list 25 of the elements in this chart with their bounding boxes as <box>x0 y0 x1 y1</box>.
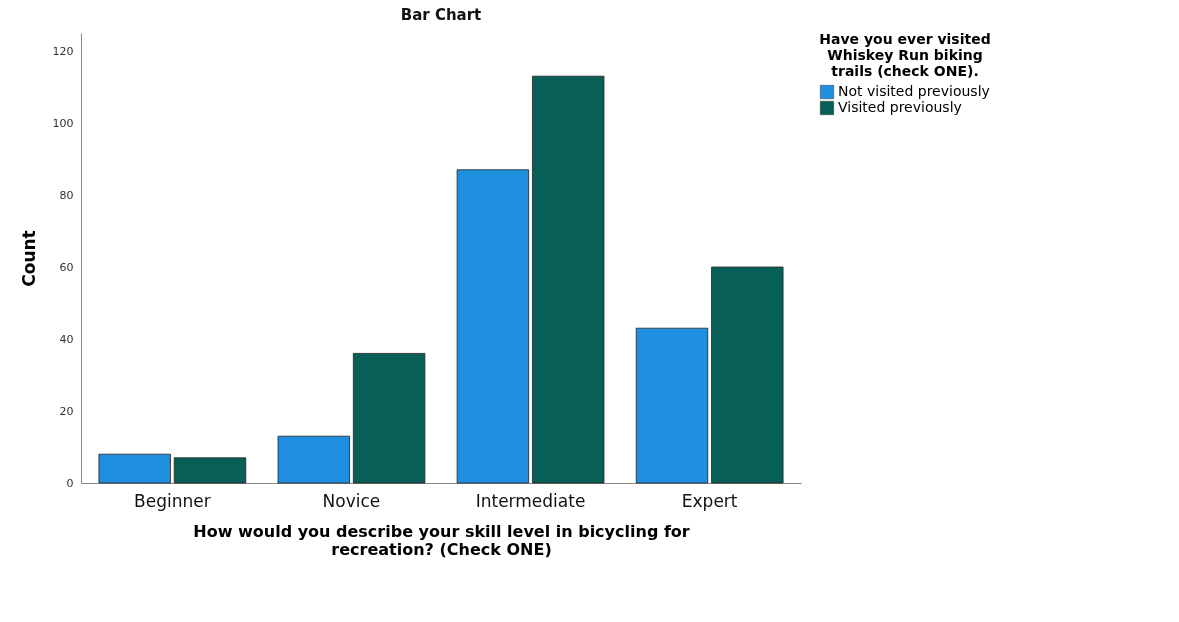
legend-label: Visited previously <box>838 99 962 115</box>
x-tick-label: Expert <box>681 490 738 511</box>
bar <box>277 435 350 484</box>
bar <box>456 169 530 484</box>
x-tick-label: Beginner <box>134 490 211 511</box>
y-tick-label: 40 <box>59 332 74 346</box>
bar <box>98 453 171 484</box>
y-axis-title: Count <box>18 230 39 287</box>
bar <box>711 266 784 484</box>
chart-title: Bar Chart <box>400 6 482 24</box>
y-tick-label: 60 <box>59 260 74 274</box>
bar <box>352 353 426 484</box>
y-tick-label: 100 <box>52 116 74 130</box>
y-tick-label: 0 <box>66 476 74 490</box>
bar <box>635 327 709 484</box>
y-tick-label: 80 <box>59 188 74 202</box>
legend-title: Have you ever visited Whiskey Run biking trails (check ONE). <box>819 31 991 79</box>
x-axis-title: How would you describe your skill level in bicycling for recreation? (Check ONE) <box>193 521 690 559</box>
bar <box>532 75 605 484</box>
y-tick-label: 20 <box>59 404 74 418</box>
bar <box>173 457 247 484</box>
x-tick-label: Intermediate <box>475 490 586 511</box>
legend-label: Not visited previously <box>838 83 990 99</box>
x-tick-label: Novice <box>322 490 381 511</box>
y-tick-label: 120 <box>52 44 74 58</box>
